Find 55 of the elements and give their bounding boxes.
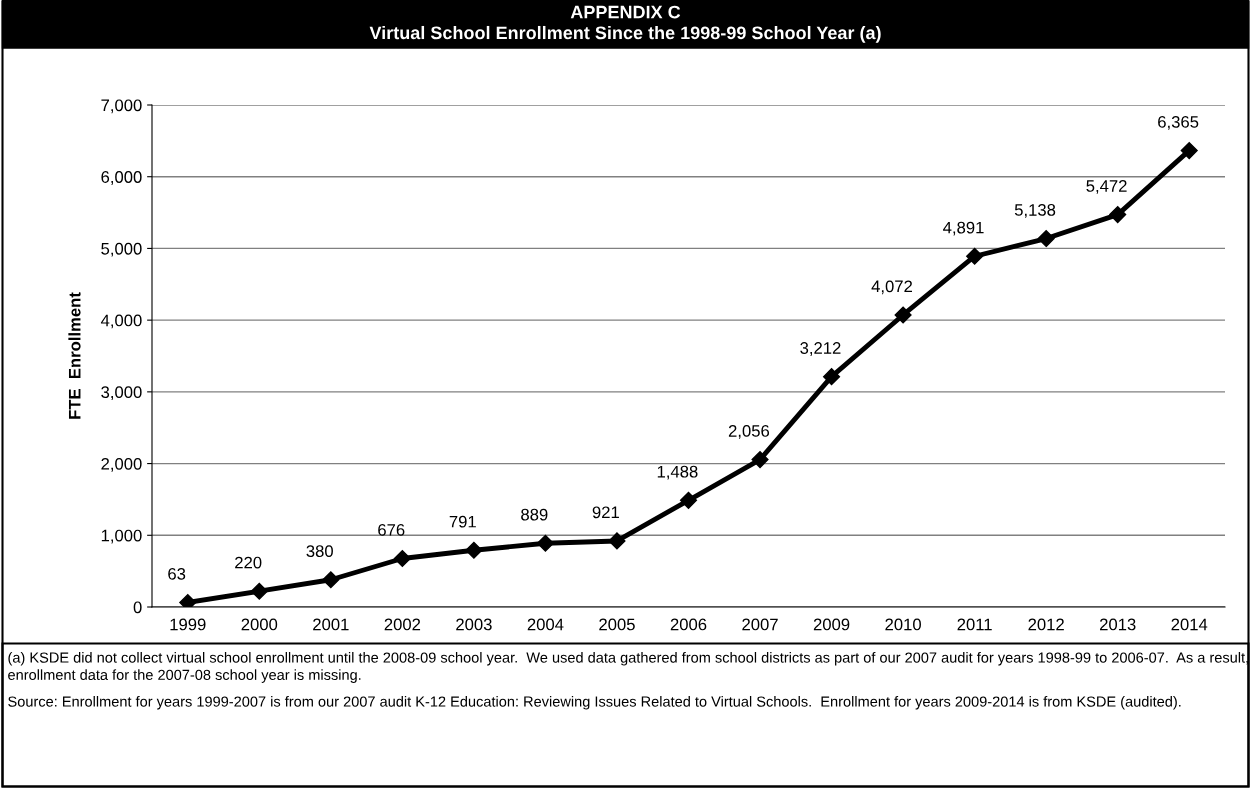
y-tick-label: 5,000 xyxy=(101,242,142,257)
point xyxy=(823,368,841,386)
point xyxy=(966,247,984,265)
x-tick-label: 2002 xyxy=(384,618,421,631)
y-tick-label: 2,000 xyxy=(101,457,142,472)
data-label: 5,138 xyxy=(1014,203,1056,218)
point xyxy=(751,451,769,469)
point xyxy=(894,306,912,324)
point xyxy=(679,491,698,509)
x-tick-label: 2009 xyxy=(813,618,850,631)
data-label: 921 xyxy=(592,506,619,519)
x-tick-label: 2006 xyxy=(670,618,707,631)
data-label: 4,072 xyxy=(871,280,913,295)
data-label: 676 xyxy=(378,523,405,536)
data-label: 2,056 xyxy=(728,425,770,439)
y-tick-label: 7,000 xyxy=(101,99,142,114)
data-label: 4,891 xyxy=(943,221,984,236)
x-tick-label: 2011 xyxy=(957,618,992,631)
x-tick-label: 2012 xyxy=(1028,618,1064,631)
x-tick-label: 2005 xyxy=(599,618,635,631)
y-tick-label: 0 xyxy=(133,601,142,614)
point xyxy=(1037,229,1055,248)
point xyxy=(250,582,268,600)
point xyxy=(608,532,626,550)
data-label: 791 xyxy=(449,515,476,528)
data-label: 6,365 xyxy=(1158,116,1199,130)
data-label: 63 xyxy=(168,567,186,580)
x-tick-label: 2003 xyxy=(456,618,492,631)
point xyxy=(1180,141,1198,160)
data-label: 889 xyxy=(521,508,548,521)
source-note: Source: Enrollment for years 1999-2007 is from our 2007 audit K-12 Education: Reviewing Issues Related to Virtual Schools. Enrollment for years 2009-2014 is from KSDE (audited). xyxy=(8,696,1181,710)
x-tick-label: 2000 xyxy=(241,618,278,631)
x-tick-label: 2004 xyxy=(527,618,564,631)
data-label: 3,212 xyxy=(800,342,841,356)
x-tick-label: 2001 xyxy=(313,618,349,631)
point xyxy=(393,549,411,568)
chart-title: APPENDIX C Virtual School Enrollment Since the 1998-99 School Year (a) xyxy=(369,5,881,43)
point xyxy=(1109,206,1127,224)
point xyxy=(465,541,483,559)
data-label: 220 xyxy=(235,556,262,569)
point xyxy=(322,571,340,589)
data-label: 1,488 xyxy=(657,465,698,480)
data-label: 380 xyxy=(306,545,333,558)
x-tick-label: 2014 xyxy=(1171,618,1208,631)
y-tick-label: 1,000 xyxy=(101,529,142,544)
x-tick-label: 2007 xyxy=(742,618,778,631)
y-tick-label: 3,000 xyxy=(101,386,142,401)
point xyxy=(536,534,554,552)
x-tick-label: 2013 xyxy=(1100,618,1136,631)
y-axis-title: FTE Enrollment xyxy=(68,292,81,419)
data-label: 5,472 xyxy=(1086,180,1127,194)
x-tick-label: 2010 xyxy=(885,618,921,631)
y-tick-label: 6,000 xyxy=(101,171,142,185)
x-tick-label: 1999 xyxy=(170,618,206,631)
y-tick-label: 4,000 xyxy=(100,314,142,329)
